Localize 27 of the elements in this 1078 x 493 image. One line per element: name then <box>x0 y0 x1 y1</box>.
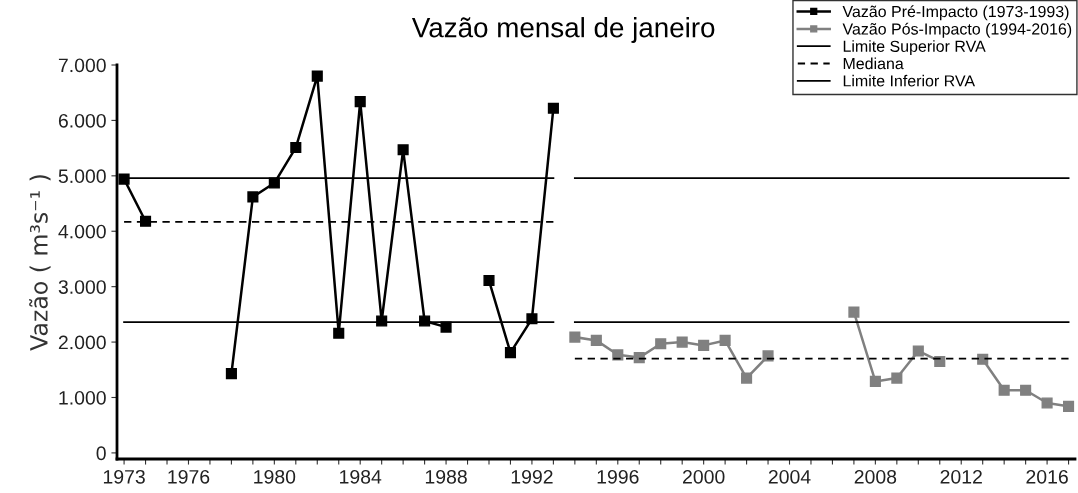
x-tick-label: 1992 <box>511 469 553 484</box>
y-tick-label: 1.000 <box>59 390 106 405</box>
y-tick-label: 4.000 <box>58 224 106 239</box>
y-tick-label: 7.000 <box>58 58 106 73</box>
x-tick-label: 1973 <box>103 469 145 484</box>
x-tick-label: 2016 <box>1026 469 1068 484</box>
x-tick-label: 2012 <box>940 469 982 484</box>
legend-label: Vazão Pré-Impacto (1973-1993) <box>842 5 1069 21</box>
x-tick-label: 1988 <box>425 469 467 484</box>
x-tick-label: 1976 <box>168 469 210 484</box>
legend-label: Limite Superior RVA <box>843 40 986 56</box>
y-tick-label: 6.000 <box>58 113 106 128</box>
x-tick-label: 1984 <box>340 469 382 484</box>
y-tick-label: 0 <box>96 446 106 461</box>
y-tick-label: 2.000 <box>58 335 106 350</box>
y-tick-label: 3.000 <box>58 280 106 294</box>
x-tick-label: 2008 <box>854 469 897 484</box>
x-tick-label: 2000 <box>683 469 725 484</box>
y-axis-title: Vazão ( m³s⁻¹ ) <box>29 175 51 351</box>
legend-label: Vazão Pós-Impacto (1994-2016) <box>842 22 1072 38</box>
x-tick-label: 1996 <box>597 469 639 484</box>
x-tick-label: 2004 <box>768 469 811 484</box>
chart-title: Vazão mensal de janeiro <box>411 17 715 43</box>
legend-label: Limite Inferior RVA <box>843 74 976 87</box>
legend-label: Mediana <box>843 57 904 70</box>
y-tick-label: 5.000 <box>58 169 106 184</box>
x-tick-label: 1980 <box>254 469 296 484</box>
